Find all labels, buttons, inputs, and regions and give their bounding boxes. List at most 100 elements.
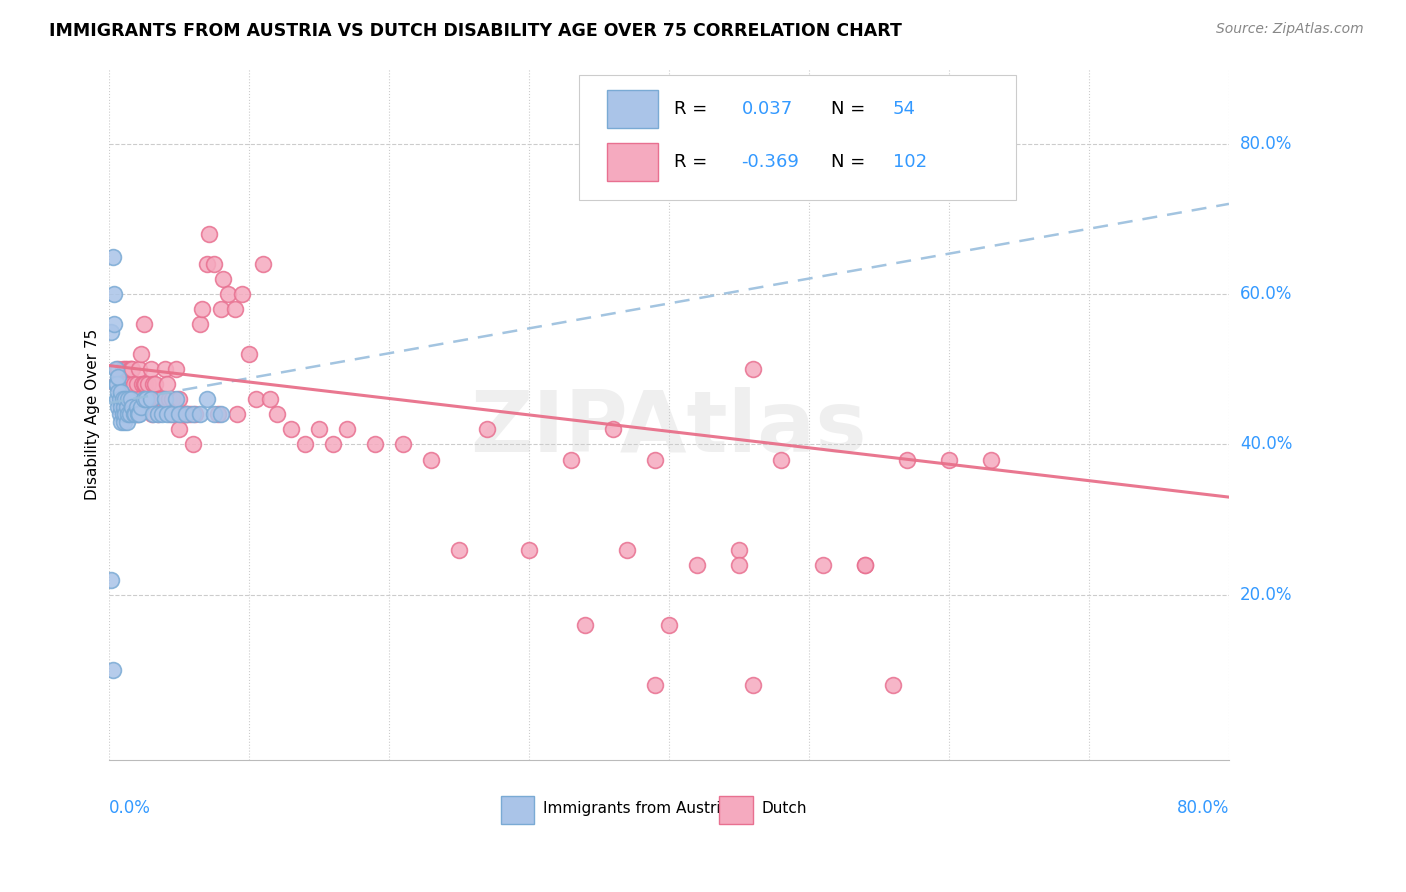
- Text: 40.0%: 40.0%: [1240, 435, 1292, 453]
- Point: [280, 422, 302, 436]
- Bar: [607, 143, 658, 181]
- Point: [202, 257, 225, 271]
- Point: [322, 437, 344, 451]
- Point: [127, 408, 149, 422]
- Point: [111, 408, 134, 422]
- Point: [115, 400, 138, 414]
- Point: [167, 392, 190, 407]
- Point: [101, 250, 124, 264]
- Point: [245, 392, 267, 407]
- Point: [170, 408, 193, 422]
- Y-axis label: Disability Age Over 75: Disability Age Over 75: [86, 329, 100, 500]
- Point: [120, 377, 142, 392]
- Text: 60.0%: 60.0%: [1240, 285, 1292, 303]
- Text: 20.0%: 20.0%: [1240, 586, 1292, 604]
- Point: [107, 384, 129, 399]
- Point: [118, 362, 141, 376]
- Point: [105, 377, 128, 392]
- Point: [163, 408, 186, 422]
- Point: [172, 408, 194, 422]
- Point: [167, 422, 190, 436]
- Point: [198, 227, 221, 241]
- Point: [447, 542, 470, 557]
- Text: R =: R =: [675, 153, 713, 171]
- Point: [212, 272, 235, 286]
- Point: [104, 362, 127, 376]
- Point: [111, 392, 134, 407]
- Point: [128, 408, 150, 422]
- Point: [153, 392, 176, 407]
- FancyBboxPatch shape: [579, 76, 1017, 200]
- Point: [125, 377, 148, 392]
- Point: [160, 392, 183, 407]
- Point: [146, 408, 169, 422]
- Point: [150, 408, 173, 422]
- Point: [117, 392, 139, 407]
- Point: [238, 347, 260, 361]
- Point: [108, 408, 131, 422]
- Point: [224, 302, 246, 317]
- Point: [157, 392, 180, 407]
- Point: [644, 452, 666, 467]
- Point: [741, 362, 763, 376]
- Point: [114, 392, 136, 407]
- Point: [103, 287, 125, 301]
- Point: [294, 437, 316, 451]
- Point: [107, 400, 129, 414]
- Point: [105, 392, 128, 407]
- Point: [146, 392, 169, 407]
- Point: [139, 392, 162, 407]
- Point: [231, 287, 253, 301]
- Point: [853, 558, 876, 572]
- Point: [117, 408, 139, 422]
- Point: [115, 362, 138, 376]
- Point: [101, 663, 124, 677]
- Point: [896, 452, 918, 467]
- Point: [727, 542, 749, 557]
- Text: ZIPAtlas: ZIPAtlas: [471, 387, 868, 470]
- Point: [181, 437, 204, 451]
- Point: [252, 257, 274, 271]
- Point: [118, 408, 141, 422]
- Point: [121, 400, 143, 414]
- Point: [159, 408, 181, 422]
- Point: [176, 408, 198, 422]
- Point: [195, 257, 218, 271]
- Point: [125, 400, 148, 414]
- Point: [132, 377, 155, 392]
- Point: [104, 377, 127, 392]
- Point: [120, 392, 142, 407]
- Point: [259, 392, 281, 407]
- Point: [107, 362, 129, 376]
- Point: [110, 415, 132, 429]
- Point: [153, 392, 176, 407]
- Point: [132, 317, 155, 331]
- Text: N =: N =: [831, 153, 872, 171]
- Point: [131, 377, 153, 392]
- Point: [156, 377, 179, 392]
- Point: [658, 618, 681, 632]
- Point: [207, 408, 229, 422]
- Point: [153, 362, 176, 376]
- Point: [475, 422, 498, 436]
- Point: [181, 408, 204, 422]
- Point: [727, 558, 749, 572]
- Point: [179, 408, 201, 422]
- Point: [124, 408, 146, 422]
- Point: [174, 408, 197, 422]
- Point: [188, 317, 211, 331]
- Point: [121, 362, 143, 376]
- Text: Source: ZipAtlas.com: Source: ZipAtlas.com: [1216, 22, 1364, 37]
- Bar: [720, 797, 752, 824]
- Point: [308, 422, 330, 436]
- Point: [132, 392, 155, 407]
- Point: [125, 408, 148, 422]
- Point: [104, 377, 127, 392]
- Text: 80.0%: 80.0%: [1177, 799, 1229, 817]
- Point: [209, 408, 232, 422]
- Point: [191, 302, 214, 317]
- Point: [112, 415, 135, 429]
- Point: [616, 542, 638, 557]
- Point: [124, 392, 146, 407]
- Point: [160, 408, 183, 422]
